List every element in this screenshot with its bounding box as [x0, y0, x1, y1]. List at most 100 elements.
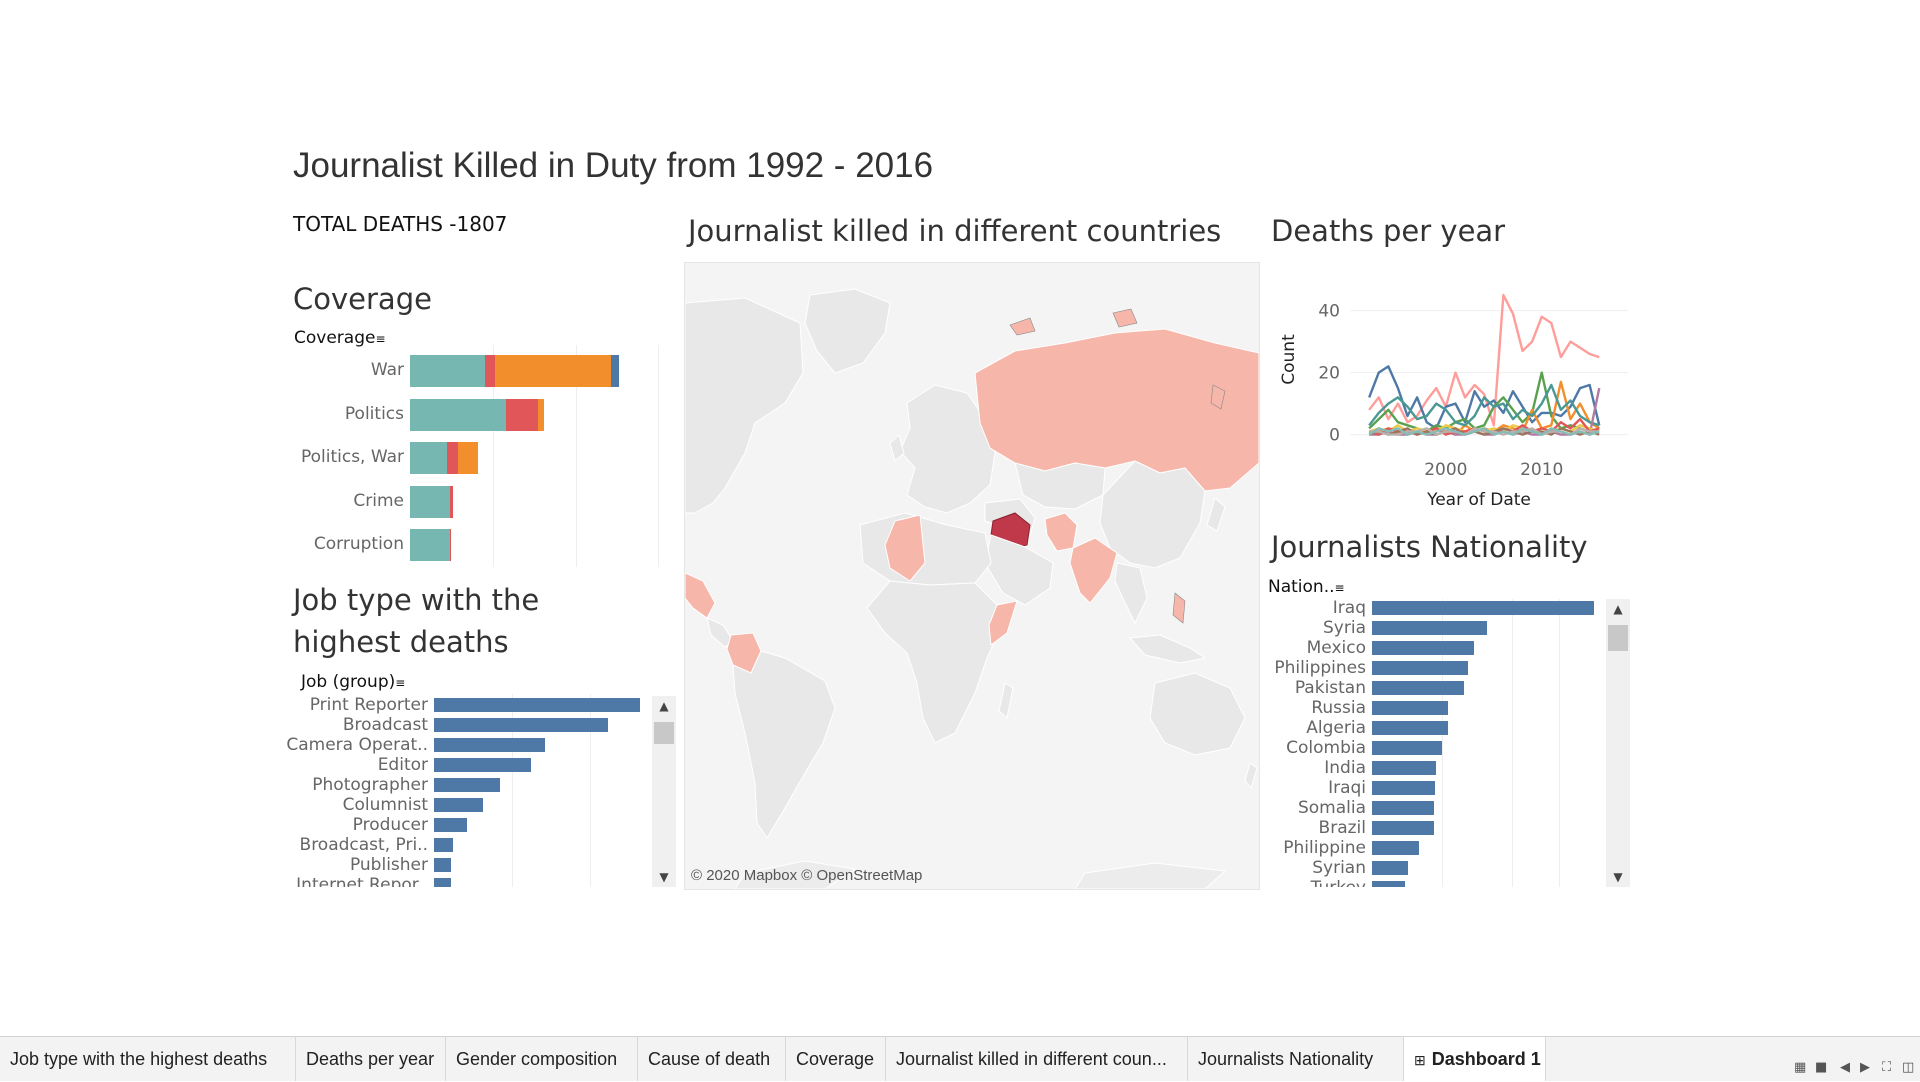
job-type-bar[interactable] [434, 858, 451, 872]
job-type-title-line1: Job type with the [293, 583, 540, 617]
grid-view-icon[interactable]: ▦ [1794, 1060, 1807, 1075]
sheet-tab[interactable]: Coverage [786, 1037, 886, 1081]
coverage-bar-segment[interactable] [410, 442, 447, 474]
job-type-label: Photographer [312, 775, 428, 795]
coverage-bar-segment[interactable] [449, 485, 454, 518]
scroll-thumb[interactable] [1608, 625, 1628, 651]
job-type-bar[interactable] [434, 878, 451, 887]
scroll-down-icon[interactable]: ▼ [659, 870, 669, 884]
sheet-tab[interactable]: Journalist killed in different coun... [886, 1037, 1188, 1081]
country-shape [1044, 512, 1078, 552]
job-scrollbar[interactable]: ▲ ▼ [652, 696, 676, 887]
y-tick-label: 40 [1318, 302, 1340, 322]
country-shape [998, 682, 1014, 719]
nationality-label: Algeria [1306, 718, 1366, 738]
series-line[interactable] [1368, 427, 1600, 436]
y-tick-label: 20 [1318, 364, 1340, 384]
sheet-tab[interactable]: Gender composition [446, 1037, 638, 1081]
coverage-bar-segment[interactable] [410, 529, 450, 561]
coverage-field-header[interactable]: Coverage≡ [294, 328, 386, 348]
nationality-bar[interactable] [1372, 701, 1449, 715]
coverage-bar-segment[interactable] [446, 442, 458, 474]
job-type-label: Camera Operat.. [286, 735, 428, 755]
scroll-up-icon[interactable]: ▲ [1613, 602, 1623, 616]
nationality-bar[interactable] [1372, 761, 1437, 775]
job-type-bar[interactable] [434, 778, 500, 792]
coverage-bar-segment[interactable] [537, 398, 545, 431]
sheet-tab[interactable]: Journalists Nationality [1188, 1037, 1404, 1081]
x-tick-label: 2010 [1520, 460, 1563, 480]
coverage-bar-segment[interactable] [610, 355, 619, 387]
nationality-bar[interactable] [1372, 741, 1443, 755]
deaths-per-year-chart: 0 20 40 2000 2010 Year of Date Count [1268, 262, 1638, 512]
map-attribution[interactable]: © 2020 Mapbox © OpenStreetMap [691, 867, 923, 884]
sheet-tab-label: Journalists Nationality [1198, 1049, 1374, 1069]
nationality-bar[interactable] [1372, 881, 1405, 887]
x-tick-label: 2000 [1424, 460, 1467, 480]
coverage-bar-segment[interactable] [410, 485, 450, 518]
filmstrip-icon[interactable]: ■ [1815, 1060, 1828, 1075]
job-type-label: Editor [377, 755, 428, 775]
sheet-tab-label: Gender composition [456, 1049, 618, 1069]
job-type-bar[interactable] [434, 738, 545, 752]
job-type-bar[interactable] [434, 698, 640, 712]
scroll-up-icon[interactable]: ▲ [659, 699, 669, 713]
series-line[interactable] [1368, 365, 1601, 430]
sort-icon[interactable]: ≡ [1334, 581, 1345, 595]
country-shape [1014, 462, 1106, 510]
coverage-category-label: Crime [353, 490, 404, 511]
nationality-bar[interactable] [1372, 601, 1595, 615]
nationality-bar[interactable] [1372, 621, 1487, 635]
job-type-bar[interactable] [434, 758, 531, 772]
scroll-down-icon[interactable]: ▼ [1613, 870, 1623, 884]
job-field-header[interactable]: Job (group)≡ [301, 672, 406, 692]
coverage-bar-segment[interactable] [485, 355, 495, 387]
sort-icon[interactable]: ≡ [395, 676, 406, 690]
deaths-per-year-title: Deaths per year [1271, 214, 1506, 248]
series-line[interactable] [1368, 427, 1600, 436]
job-type-bar[interactable] [434, 718, 608, 732]
nationality-field-header[interactable]: Nation..≡ [1268, 577, 1345, 597]
nationality-bar[interactable] [1372, 681, 1465, 695]
coverage-bar-segment[interactable] [494, 355, 611, 387]
nationality-bar[interactable] [1372, 721, 1449, 735]
coverage-bar-segment[interactable] [449, 529, 451, 561]
scroll-thumb[interactable] [654, 722, 674, 744]
gridline [1442, 599, 1444, 887]
sheet-tab[interactable]: Job type with the highest deaths [0, 1037, 296, 1081]
nationality-bar[interactable] [1372, 641, 1474, 655]
coverage-bar-segment[interactable] [410, 398, 506, 431]
coverage-chart: War Politics Politics, War Crime Corruption [290, 345, 670, 567]
sheet-tab[interactable]: Deaths per year [296, 1037, 446, 1081]
nationality-bar[interactable] [1372, 661, 1468, 675]
nationality-label: Colombia [1286, 738, 1366, 758]
sheet-tab[interactable]: ⊞ Dashboard 1 [1404, 1037, 1546, 1081]
coverage-bar-segment[interactable] [505, 398, 538, 431]
nationality-label: Iraq [1332, 599, 1366, 618]
coverage-bar-segment[interactable] [410, 355, 486, 387]
series-line[interactable] [1368, 293, 1600, 427]
gridline [575, 345, 577, 567]
nationality-bar[interactable] [1372, 861, 1409, 875]
nationality-bar[interactable] [1372, 841, 1419, 855]
series-line[interactable] [1368, 383, 1600, 427]
sheet-tab-label: Cause of death [648, 1049, 771, 1069]
job-type-bar[interactable] [434, 818, 467, 832]
fullscreen-icon[interactable]: ⛶ [1882, 1060, 1892, 1075]
coverage-bar-segment[interactable] [457, 442, 479, 474]
job-type-bar[interactable] [434, 798, 483, 812]
nationality-scrollbar[interactable]: ▲ ▼ [1606, 599, 1630, 887]
presentation-icon[interactable]: ◫ [1902, 1060, 1915, 1075]
prev-sheet-icon[interactable]: ◀ [1840, 1060, 1850, 1075]
world-map[interactable]: © 2020 Mapbox © OpenStreetMap [684, 262, 1260, 890]
nationality-bar[interactable] [1372, 801, 1434, 815]
job-type-bar[interactable] [434, 838, 453, 852]
nationality-bar[interactable] [1372, 821, 1434, 835]
next-sheet-icon[interactable]: ▶ [1860, 1060, 1870, 1075]
sort-icon[interactable]: ≡ [375, 332, 386, 346]
sheet-tab[interactable]: Cause of death [638, 1037, 786, 1081]
nationality-bar[interactable] [1372, 781, 1436, 795]
coverage-title: Coverage [293, 282, 432, 316]
gridline [492, 345, 494, 567]
job-type-label: Columnist [342, 795, 428, 815]
